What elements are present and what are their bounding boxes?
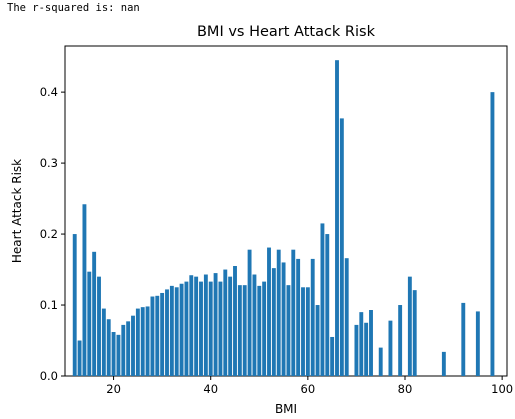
bar [301, 287, 305, 376]
bar [194, 276, 199, 376]
chart-title: BMI vs Heart Attack Risk [197, 24, 376, 40]
bar [490, 92, 495, 376]
x-tick-label: 100 [491, 382, 513, 396]
bar [77, 340, 82, 376]
bar [189, 275, 194, 376]
bar [291, 249, 296, 376]
bar [135, 308, 140, 376]
x-tick-label: 20 [106, 382, 121, 396]
r-squared-output: The r-squared is: nan [7, 2, 140, 14]
bar [276, 249, 281, 376]
bar [169, 285, 174, 376]
y-axis-ticks: 0.0 0.1 0.2 0.3 0.4 [40, 85, 65, 383]
bar [213, 273, 218, 376]
bar [369, 310, 373, 376]
bar [267, 247, 271, 376]
bar [296, 258, 301, 376]
x-tick-label: 60 [301, 382, 316, 396]
bar [320, 223, 325, 376]
x-tick-label: 80 [398, 382, 413, 396]
bar [111, 332, 116, 376]
bar [97, 276, 101, 376]
bar [359, 312, 364, 376]
bar [126, 321, 131, 376]
bar [140, 307, 145, 376]
bar [262, 281, 267, 376]
bar [330, 336, 335, 376]
bar [398, 305, 403, 376]
bar [247, 249, 252, 376]
bar [344, 258, 349, 376]
bar [145, 306, 150, 376]
bar [252, 274, 257, 376]
x-tick-label: 40 [203, 382, 218, 396]
bar [72, 234, 77, 376]
bar [82, 204, 87, 376]
bar [388, 320, 393, 376]
bar [257, 285, 262, 376]
y-axis-label: Heart Attack Risk [10, 159, 24, 263]
bar [354, 324, 359, 376]
bar [286, 285, 291, 376]
bar [461, 302, 466, 376]
bar [199, 281, 203, 376]
bar [335, 60, 339, 376]
bar [155, 295, 160, 376]
plot-area-frame [64, 45, 508, 377]
bar [87, 271, 92, 376]
bar [310, 258, 315, 376]
y-tick-label: 0.1 [40, 298, 58, 312]
bar [305, 287, 310, 376]
y-tick-label: 0.3 [40, 156, 58, 170]
bar [233, 266, 237, 376]
y-tick-label: 0.2 [40, 227, 58, 241]
bar [121, 324, 126, 376]
bar [364, 322, 369, 376]
bars-group [72, 60, 495, 376]
x-axis-label: BMI [275, 402, 297, 416]
bar [165, 289, 169, 376]
bar [412, 290, 417, 376]
bar [242, 285, 247, 376]
bar [101, 308, 106, 376]
bar [184, 281, 189, 376]
bar [106, 319, 111, 376]
bar [116, 334, 121, 376]
bar [218, 281, 223, 376]
bar [160, 292, 165, 376]
y-tick-label: 0.0 [40, 369, 58, 383]
bar [441, 351, 446, 376]
bar [208, 281, 213, 376]
x-axis-ticks: 20 40 60 80 100 [106, 376, 513, 396]
y-tick-label: 0.4 [40, 85, 58, 99]
bar [174, 287, 179, 376]
bar [475, 311, 480, 376]
bar [325, 234, 330, 376]
bar [271, 268, 276, 376]
bar [407, 276, 412, 376]
bar [315, 305, 320, 376]
bar [339, 118, 344, 376]
bar [179, 283, 184, 376]
bar [203, 274, 208, 376]
bar [131, 315, 135, 376]
bar [378, 347, 383, 376]
bar [223, 269, 228, 376]
bar [281, 262, 286, 376]
bar [92, 251, 97, 376]
bar [237, 285, 242, 376]
bar [150, 296, 155, 376]
bar [228, 276, 233, 376]
